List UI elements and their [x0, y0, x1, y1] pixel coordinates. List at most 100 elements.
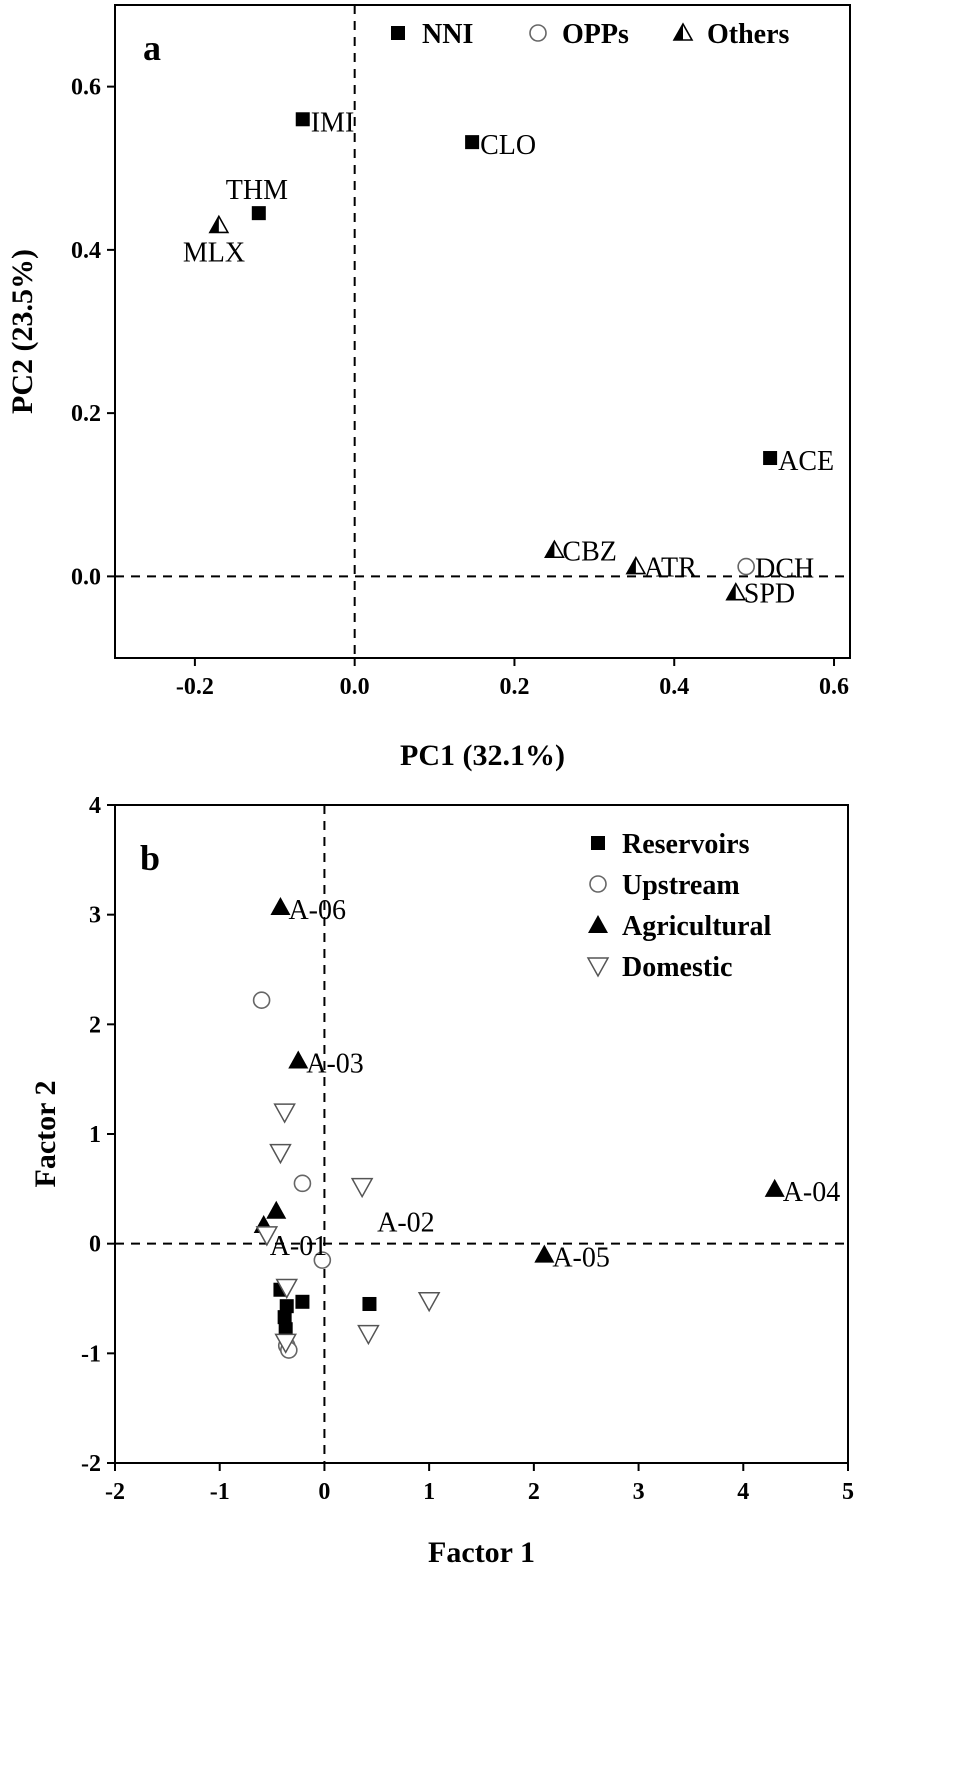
point-label: A-02 [377, 1208, 435, 1239]
data-point [266, 1200, 287, 1219]
data-point [269, 1143, 292, 1165]
y-axis-title: Factor 2 [29, 1081, 62, 1188]
data-point [293, 1174, 312, 1193]
data-point-shape [313, 1251, 332, 1269]
legend-label: Domestic [622, 952, 732, 983]
x-tick-label: 0.4 [659, 674, 689, 700]
data-point-shape [269, 1143, 292, 1165]
plot-frame [114, 804, 849, 1464]
point-label: CLO [480, 130, 536, 161]
panel-letter: a [143, 28, 161, 68]
y-tick-label: 0.4 [71, 238, 101, 264]
data-point-shape [270, 896, 291, 915]
data-point-shape [737, 557, 755, 576]
legend-marker [391, 26, 405, 40]
panel-letter: b [140, 838, 160, 878]
legend-label: Others [707, 19, 790, 50]
data-point-shape [251, 206, 266, 221]
point-label: DCH [755, 554, 814, 585]
legend-marker-shape [589, 875, 607, 893]
data-point [357, 1324, 380, 1346]
y-tick-label: -2 [81, 1451, 101, 1477]
x-tick-label: 3 [633, 1479, 645, 1505]
data-point [251, 206, 266, 221]
point-label: A-04 [783, 1177, 841, 1208]
x-tick-label: 0.0 [340, 674, 370, 700]
x-tick-label: 0.6 [819, 674, 849, 700]
data-point [350, 1177, 374, 1199]
data-point [295, 1294, 310, 1309]
data-point [274, 1333, 297, 1354]
data-point [270, 896, 291, 915]
x-tick-label: 5 [842, 1479, 854, 1505]
y-axis-title: PC2 (23.5%) [6, 249, 39, 414]
data-point-shape [350, 1177, 374, 1199]
point-label: SPD [744, 579, 795, 610]
data-point-shape [763, 451, 778, 466]
data-point [208, 214, 230, 234]
data-point [275, 1278, 299, 1300]
data-point-shape [293, 1174, 312, 1193]
series-nni: IMI CLO THM ACE [226, 107, 834, 477]
point-label: ATR [644, 553, 697, 584]
series-opps: DCH [737, 554, 814, 585]
legend-marker [586, 957, 610, 978]
data-point-shape [295, 1294, 310, 1309]
x-tick-label: 0 [318, 1479, 330, 1505]
point-label: CBZ [562, 536, 616, 567]
panel-a: -0.2 0.0 0.2 0.4 0.6 0.0 0.2 0.4 0.6 PC1 (32.1%) P… [6, 4, 851, 772]
legend-marker-shape [529, 24, 547, 42]
data-point [277, 1310, 292, 1325]
legend-marker [529, 24, 547, 42]
y-tick-label: 0.6 [71, 75, 101, 101]
data-point [252, 991, 271, 1010]
y-tick-label: 0.2 [71, 401, 101, 427]
x-tick-label: 2 [528, 1479, 540, 1505]
series-others: MLX CBZ ATR SPD [183, 214, 795, 610]
data-point-shape [362, 1296, 377, 1311]
y-tick-label: 4 [89, 793, 101, 819]
y-tick-label: 1 [89, 1122, 101, 1148]
data-point-shape [252, 991, 271, 1010]
series-domestic: A-02 [255, 1103, 441, 1354]
x-tick-label: 4 [737, 1479, 749, 1505]
data-point [417, 1291, 441, 1313]
data-point-shape [275, 1278, 299, 1300]
data-point [763, 451, 778, 466]
data-point [737, 557, 755, 576]
data-point-shape [764, 1178, 785, 1197]
data-point-shape [288, 1050, 309, 1069]
point-label: A-01 [270, 1231, 328, 1262]
data-point [534, 1244, 555, 1263]
series-agricultural: A-06 A-03 A-01 A-05 A-04 [253, 895, 841, 1274]
legend-marker-shape [591, 836, 605, 850]
data-point-shape [255, 1226, 279, 1247]
data-point-shape [417, 1291, 441, 1313]
y-tick-label: -1 [81, 1341, 101, 1367]
legend-label: Agricultural [622, 911, 772, 942]
point-label: THM [226, 175, 288, 206]
data-point [279, 1299, 294, 1314]
legend: NNI OPPs Others [391, 19, 790, 50]
legend-label: Reservoirs [622, 829, 750, 860]
y-tick-label: 3 [89, 903, 101, 929]
legend-marker [672, 22, 694, 41]
data-point [625, 555, 647, 575]
point-label: A-03 [306, 1049, 364, 1080]
data-point-shape [274, 1333, 297, 1354]
x-tick-label: -0.2 [176, 674, 214, 700]
data-point-fill [209, 216, 219, 233]
legend-marker-shape [586, 957, 610, 978]
point-label: A-05 [552, 1243, 610, 1274]
x-axis-title: Factor 1 [428, 1536, 535, 1569]
data-point [764, 1178, 785, 1197]
data-point [255, 1226, 279, 1247]
data-point [362, 1296, 377, 1311]
legend-marker-fill [674, 24, 683, 40]
data-point-shape [357, 1324, 380, 1346]
data-point-shape [266, 1200, 287, 1219]
data-point-shape [279, 1299, 294, 1314]
data-point [295, 112, 310, 127]
legend-marker [588, 915, 608, 933]
